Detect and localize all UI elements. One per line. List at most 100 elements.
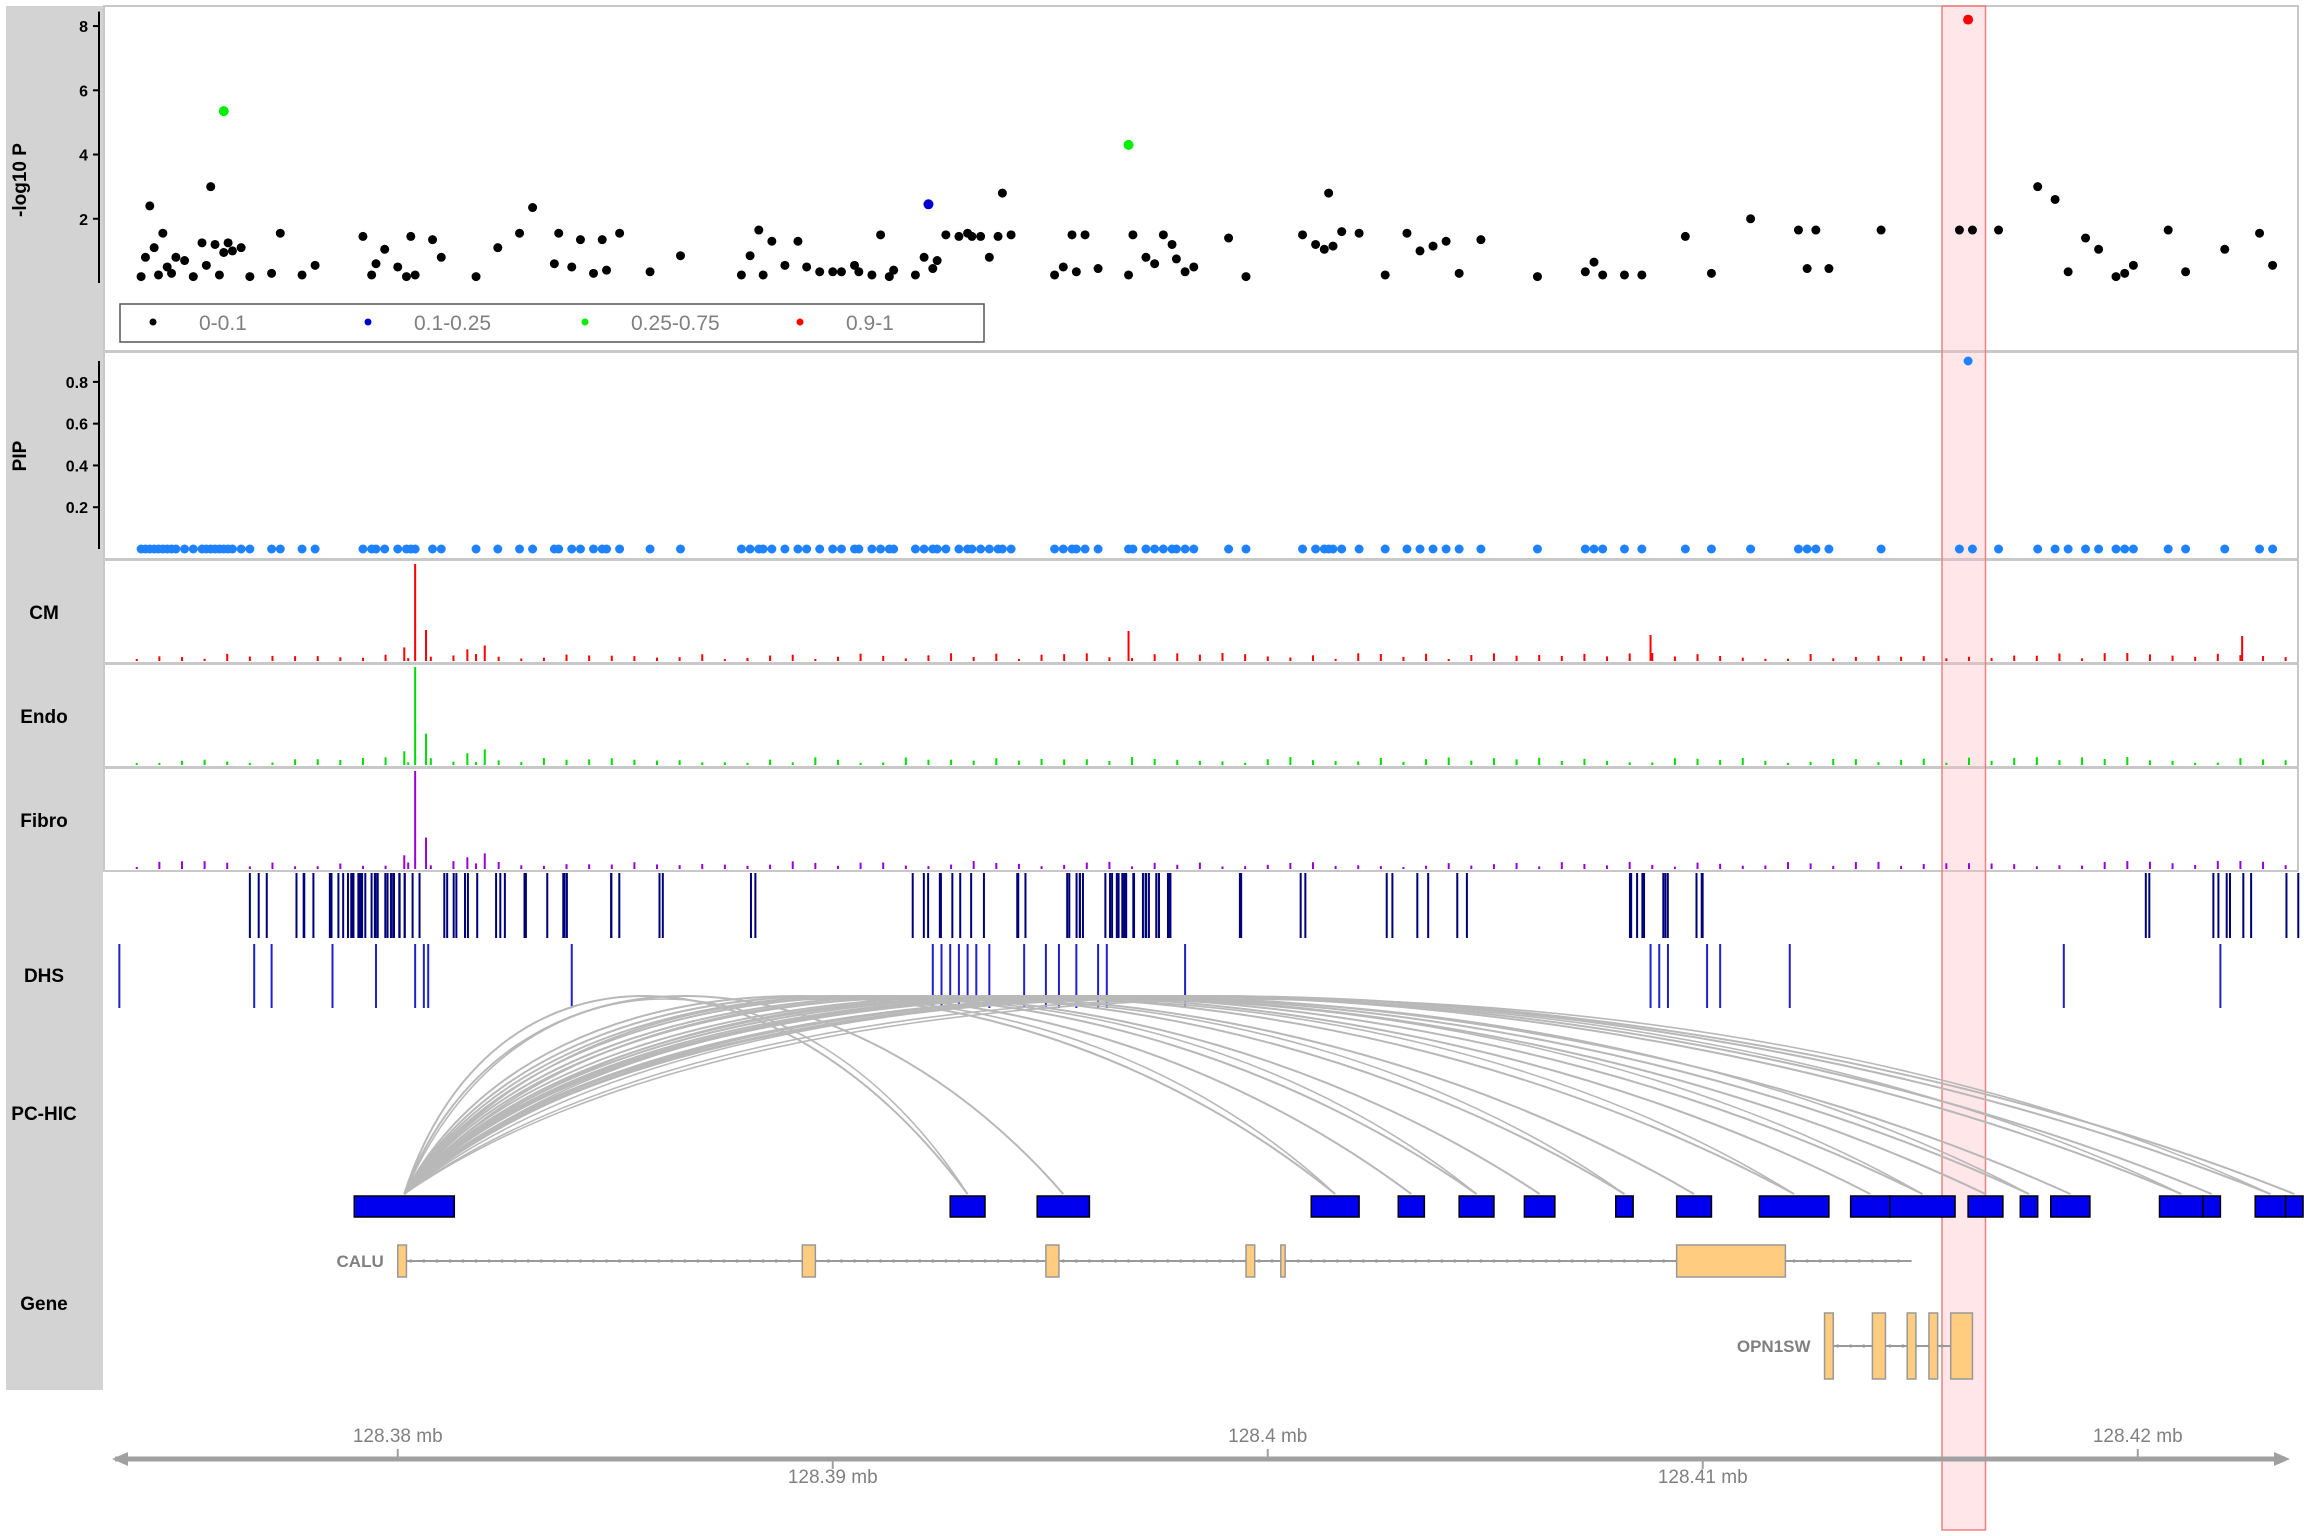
gene-exon: [1949, 1312, 1974, 1380]
pip-point: [471, 544, 481, 554]
pchic-fragment: [1615, 1195, 1634, 1218]
pip-point: [410, 544, 420, 554]
manhattan-point: [493, 243, 503, 253]
manhattan-point: [162, 262, 172, 272]
manhattan-point: [932, 256, 942, 266]
legend-label: 0-0.1: [199, 312, 247, 335]
gene-strand-tick: [1883, 1259, 1888, 1263]
gene-strand-tick: [631, 1259, 635, 1263]
manhattan-point: [854, 267, 864, 277]
pip-point: [854, 544, 864, 554]
manhattan-point: [1158, 230, 1168, 240]
gene-strand-tick: [722, 1259, 726, 1263]
manhattan-point: [602, 265, 612, 275]
pchic-interaction-arc: [403, 995, 1923, 1195]
pip-point: [932, 544, 942, 554]
pip-point: [236, 544, 246, 554]
x-axis-right-arrow: [2274, 1452, 2290, 1466]
gene-strand-tick: [526, 1259, 530, 1263]
pip-point: [1298, 544, 1308, 554]
pip-point: [1171, 544, 1181, 554]
pip-point: [1080, 544, 1090, 554]
manhattan-point: [201, 260, 211, 270]
pip-point: [1680, 544, 1690, 554]
track-label-manhattan: -log10 P: [10, 143, 31, 217]
gene-strand-tick: [591, 1259, 596, 1263]
track-label-pchic: PC-HIC: [11, 1104, 77, 1125]
gene-strand-tick: [1035, 1259, 1039, 1263]
manhattan-point: [210, 239, 220, 249]
track-label-dhs: DHS: [24, 966, 64, 987]
manhattan-point: [1532, 272, 1542, 282]
gene-strand-tick: [1662, 1259, 1666, 1263]
pchic-fragment: [1675, 1195, 1713, 1218]
gene-strand-tick: [735, 1259, 739, 1263]
manhattan-point: [910, 270, 920, 280]
manhattan-point: [2163, 225, 2173, 235]
manhattan-point: [884, 272, 894, 282]
pip-point: [380, 544, 390, 554]
x-axis-tick-label: 128.38 mb: [353, 1426, 443, 1447]
manhattan-point: [984, 252, 994, 262]
pip-point: [528, 544, 538, 554]
pip-y-tick-label: 0.4: [66, 458, 88, 475]
gene-strand-tick: [1361, 1259, 1366, 1263]
manhattan-point: [1637, 270, 1647, 280]
pchic-fragment: [2202, 1195, 2222, 1218]
manhattan-point: [358, 231, 368, 241]
pip-point: [2033, 544, 2043, 554]
manhattan-point: [275, 228, 285, 238]
gene-exon: [1045, 1244, 1060, 1278]
manhattan-point: [1793, 225, 1803, 235]
pip-point: [297, 544, 307, 554]
manhattan-point: [1619, 270, 1629, 280]
gene-strand-tick: [892, 1259, 896, 1263]
gene-strand-tick: [670, 1259, 674, 1263]
manhattan-point: [997, 188, 1007, 198]
pip-point: [1476, 544, 1486, 554]
pchic-fragment: [2050, 1195, 2091, 1218]
x-axis-tick-label: 128.39 mb: [788, 1467, 878, 1488]
pip-point: [2268, 544, 2278, 554]
manhattan-point: [1150, 259, 1160, 269]
pip-point: [2050, 544, 2060, 554]
manhattan-point: [575, 235, 585, 245]
pip-y-tick-label: 0.2: [66, 500, 88, 517]
manhattan-point: [1058, 262, 1068, 272]
pip-point: [1158, 544, 1168, 554]
manhattan-point: [223, 238, 233, 248]
manhattan-y-tick-label: 8: [79, 19, 88, 36]
manhattan-point: [554, 228, 564, 238]
gene-strand-tick: [1492, 1259, 1496, 1263]
pchic-interaction-arc: [403, 995, 1625, 1195]
gene-strand-tick: [1061, 1259, 1065, 1263]
pip-point: [493, 544, 503, 554]
pip-point: [1093, 544, 1103, 554]
manhattan-highlight-point: [1123, 139, 1134, 150]
manhattan-point: [515, 228, 525, 238]
pip-point: [1224, 544, 1234, 554]
pchic-interaction-arc: [403, 995, 1065, 1195]
track-label-panel: [6, 6, 103, 1390]
pchic-fragment: [949, 1195, 986, 1218]
manhattan-point: [1124, 270, 1134, 280]
manhattan-point: [1141, 252, 1151, 262]
gene-strand-tick: [1192, 1259, 1196, 1263]
track-label-gene: Gene: [20, 1294, 68, 1315]
gene-strand-tick: [1401, 1259, 1405, 1263]
manhattan-point: [867, 270, 877, 280]
manhattan-point: [2220, 244, 2230, 254]
pip-point: [941, 544, 951, 554]
pchic-interaction-arc: [403, 998, 1795, 1195]
manhattan-point: [1824, 264, 1834, 274]
pip-point: [1380, 544, 1390, 554]
gene-strand-tick: [748, 1259, 752, 1263]
pip-point: [567, 544, 577, 554]
pip-point: [1454, 544, 1464, 554]
manhattan-point: [1415, 246, 1425, 256]
pip-point: [180, 544, 190, 554]
manhattan-point: [1954, 225, 1964, 235]
pip-point: [2255, 544, 2265, 554]
pip-point: [1241, 544, 1251, 554]
pip-point: [227, 544, 237, 554]
